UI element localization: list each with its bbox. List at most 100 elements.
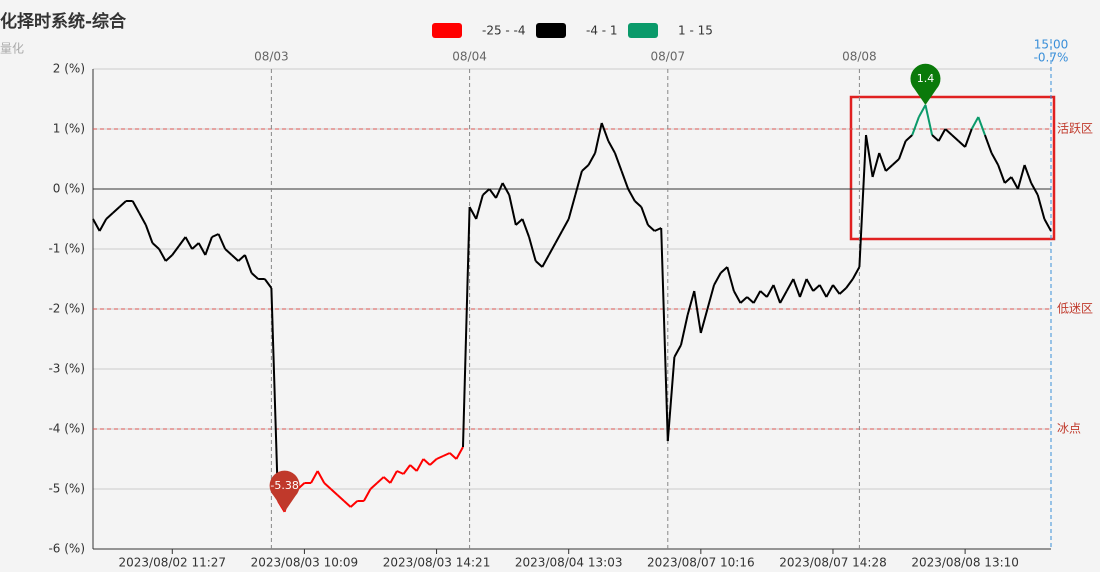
line-segment bbox=[105, 212, 114, 220]
line-segment bbox=[158, 248, 167, 262]
line-segment bbox=[614, 152, 623, 172]
line-segment bbox=[647, 224, 656, 232]
line-segment bbox=[581, 164, 590, 172]
end-time: 15:00 bbox=[1034, 38, 1069, 52]
line-segment bbox=[838, 287, 847, 295]
line-segment bbox=[429, 458, 438, 466]
legend-label: -25 - -4 bbox=[482, 24, 526, 38]
y-tick-label: 0 (%) bbox=[53, 182, 85, 196]
line-segment bbox=[660, 227, 669, 442]
line-segment bbox=[263, 278, 273, 289]
line-segment bbox=[766, 284, 775, 298]
line-segment bbox=[1017, 164, 1026, 190]
line-segment bbox=[224, 248, 233, 256]
x-tick-label: 2023/08/03 14:21 bbox=[383, 556, 491, 570]
line-segment bbox=[845, 278, 854, 289]
line-segment bbox=[363, 488, 372, 502]
line-segment bbox=[640, 206, 649, 226]
line-segment bbox=[964, 128, 973, 148]
line-segment bbox=[944, 128, 953, 136]
line-segment bbox=[634, 200, 643, 208]
line-segment bbox=[554, 230, 563, 244]
y-tick-label: -5 (%) bbox=[48, 482, 85, 496]
line-segment bbox=[587, 152, 597, 166]
line-segment bbox=[673, 344, 682, 358]
x-tick-label: 2023/08/02 11:27 bbox=[119, 556, 227, 570]
line-segment bbox=[812, 284, 821, 292]
line-segment bbox=[858, 134, 868, 268]
line-segment bbox=[98, 218, 108, 232]
chart-subtitle: 量化 bbox=[0, 42, 24, 56]
min-pin bbox=[269, 470, 300, 512]
line-segment bbox=[415, 458, 425, 472]
top-tick-label: 08/08 bbox=[842, 50, 877, 64]
line-segment bbox=[607, 140, 616, 154]
line-segment bbox=[184, 236, 193, 250]
line-segment bbox=[792, 278, 801, 298]
line-segment bbox=[732, 290, 742, 304]
line-segment bbox=[746, 296, 755, 304]
y-tick-label: 1 (%) bbox=[53, 122, 85, 136]
line-segment bbox=[330, 488, 339, 496]
line-segment bbox=[436, 455, 444, 460]
y-tick-label: -3 (%) bbox=[48, 362, 85, 376]
line-segment bbox=[917, 104, 927, 118]
mark-line-label: 低迷区 bbox=[1057, 302, 1093, 316]
top-tick-label: 08/07 bbox=[651, 50, 686, 64]
line-segment bbox=[970, 116, 980, 130]
line-segment bbox=[759, 290, 768, 298]
line-segment bbox=[805, 278, 815, 292]
y-tick-label: 2 (%) bbox=[53, 62, 85, 76]
legend-label: -4 - 1 bbox=[586, 24, 618, 38]
min-pin-label: -5.38 bbox=[270, 479, 298, 492]
line-segment bbox=[343, 500, 352, 508]
line-segment bbox=[878, 152, 887, 172]
max-pin-label: 1.4 bbox=[917, 72, 935, 85]
x-tick-label: 2023/08/07 10:16 bbox=[647, 556, 755, 570]
line-segment bbox=[1030, 182, 1039, 196]
mark-line-label: 冰点 bbox=[1057, 422, 1081, 436]
line-segment bbox=[151, 242, 160, 250]
line-segment bbox=[211, 233, 219, 238]
line-segment bbox=[501, 182, 511, 196]
y-tick-label: -2 (%) bbox=[48, 302, 85, 316]
line-segment bbox=[713, 272, 722, 286]
y-tick-label: -4 (%) bbox=[48, 422, 85, 436]
line-segment bbox=[594, 122, 603, 154]
line-segment bbox=[171, 245, 180, 256]
line-segment bbox=[620, 170, 630, 190]
line-segment bbox=[402, 464, 411, 475]
line-segment bbox=[832, 284, 841, 295]
y-tick-label: -1 (%) bbox=[48, 242, 85, 256]
line-segment bbox=[574, 170, 583, 196]
line-segment bbox=[144, 224, 154, 244]
line-segment bbox=[924, 104, 934, 136]
line-segment bbox=[547, 242, 557, 256]
highlight-box bbox=[849, 95, 1056, 241]
legend-swatch bbox=[432, 23, 462, 38]
end-value: -0.7% bbox=[1034, 51, 1069, 65]
line-segment bbox=[1043, 218, 1052, 232]
line-segment bbox=[739, 296, 748, 304]
line-segment bbox=[865, 134, 874, 178]
line-segment bbox=[693, 290, 702, 334]
mark-line-label: 活跃区 bbox=[1057, 122, 1093, 136]
line-segment bbox=[118, 200, 127, 208]
line-segment bbox=[818, 284, 828, 298]
line-segment bbox=[785, 278, 795, 292]
line-segment bbox=[449, 452, 458, 460]
line-segment bbox=[376, 476, 385, 484]
x-tick-label: 2023/08/08 13:10 bbox=[911, 556, 1019, 570]
line-segment bbox=[825, 284, 834, 298]
line-segment bbox=[389, 470, 398, 484]
line-segment bbox=[422, 458, 431, 466]
x-tick-label: 2023/08/03 10:09 bbox=[251, 556, 359, 570]
line-segment bbox=[316, 470, 326, 484]
line-segment bbox=[383, 476, 391, 484]
line-segment bbox=[409, 464, 418, 472]
line-segment bbox=[567, 194, 577, 220]
line-segment bbox=[885, 164, 894, 172]
line-segment bbox=[699, 308, 709, 334]
